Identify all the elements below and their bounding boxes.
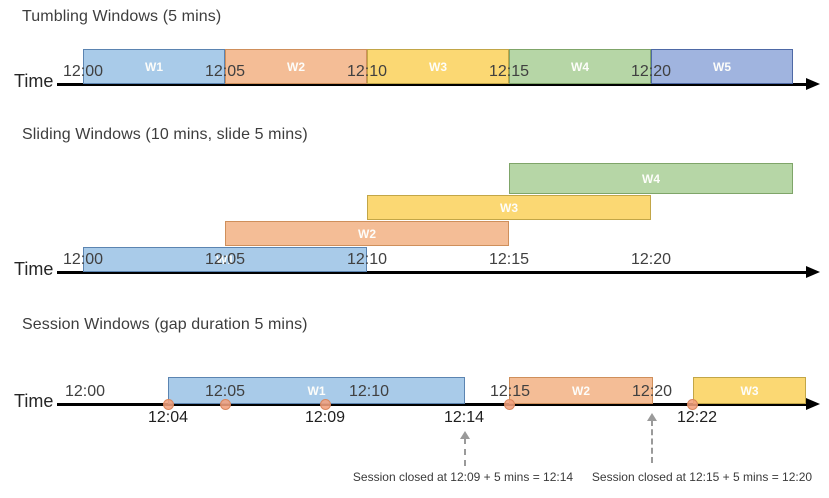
tick-label: 12:20: [630, 251, 672, 268]
window-box-w5: W5: [651, 49, 793, 84]
tumbling-section-title: Tumbling Windows (5 mins): [22, 8, 222, 25]
window-label: W2: [358, 226, 376, 241]
tick-label: 12:20: [631, 383, 673, 400]
event-dot: [219, 398, 231, 410]
time-axis-line: [57, 83, 806, 86]
tick-label: 12:10: [346, 63, 388, 80]
window-label: W1: [145, 59, 163, 74]
tick-label: 12:00: [64, 383, 106, 400]
window-box-w1: W1: [83, 49, 225, 84]
tumbling-time-axis-label: Time: [14, 71, 54, 91]
tick-label: 12:20: [630, 63, 672, 80]
window-box-w2: W2: [225, 49, 367, 84]
time-axis-arrowhead: [806, 78, 820, 90]
annotation-arrowhead-up: [460, 431, 470, 439]
event-time-label: 12:14: [443, 409, 485, 426]
event-dot: [162, 398, 174, 410]
tick-label: 12:15: [488, 63, 530, 80]
window-label: W4: [571, 59, 589, 74]
event-dot: [686, 398, 698, 410]
annotation-arrow-line: [464, 438, 466, 466]
tick-label: 12:05: [204, 251, 246, 268]
window-label: W1: [216, 252, 234, 267]
window-label: W4: [642, 171, 660, 186]
window-label: W3: [429, 59, 447, 74]
window-label: W1: [307, 383, 326, 398]
annotation-arrow-line: [651, 420, 653, 463]
tick-label: 12:15: [488, 251, 530, 268]
time-axis-line: [57, 403, 806, 406]
window-box-w3: W3: [693, 377, 806, 404]
time-axis-arrowhead: [806, 398, 820, 410]
tick-label: 12:00: [62, 63, 104, 80]
sliding-time-axis-label: Time: [14, 259, 54, 279]
window-label: W2: [572, 383, 590, 398]
session-closed-annotation: Session closed at 12:09 + 5 mins = 12:14: [352, 470, 574, 484]
event-time-label: 12:22: [676, 409, 718, 426]
event-time-label: 12:09: [304, 409, 346, 426]
sliding-section-title: Sliding Windows (10 mins, slide 5 mins): [22, 126, 308, 143]
window-box-w2: W2: [509, 377, 653, 404]
window-label: W3: [740, 383, 759, 398]
tick-label: 12:15: [489, 383, 531, 400]
window-box-w4: W4: [509, 49, 651, 84]
window-label: W5: [713, 59, 731, 74]
tick-label: 12:10: [348, 383, 390, 400]
window-label: W3: [500, 200, 518, 215]
event-dot: [319, 398, 331, 410]
window-box-w2: W2: [225, 221, 509, 246]
time-axis-line: [57, 271, 806, 274]
tick-label: 12:05: [204, 383, 246, 400]
session-time-axis-label: Time: [14, 391, 54, 411]
session-section-title: Session Windows (gap duration 5 mins): [22, 316, 308, 333]
event-dot: [503, 398, 515, 410]
window-box-w3: W3: [367, 195, 651, 220]
window-box-w4: W4: [509, 163, 793, 194]
tick-label: 12:05: [204, 63, 246, 80]
window-box-w1: W1: [83, 247, 367, 272]
time-axis-arrowhead: [806, 266, 820, 278]
annotation-arrowhead-up: [647, 413, 657, 421]
window-box-w1: W1: [168, 377, 465, 404]
tick-label: 12:10: [346, 251, 388, 268]
window-label: W2: [287, 59, 305, 74]
session-closed-annotation: Session closed at 12:15 + 5 mins = 12:20: [591, 470, 813, 484]
event-time-label: 12:04: [147, 409, 189, 426]
tick-label: 12:00: [62, 251, 104, 268]
window-box-w3: W3: [367, 49, 509, 84]
